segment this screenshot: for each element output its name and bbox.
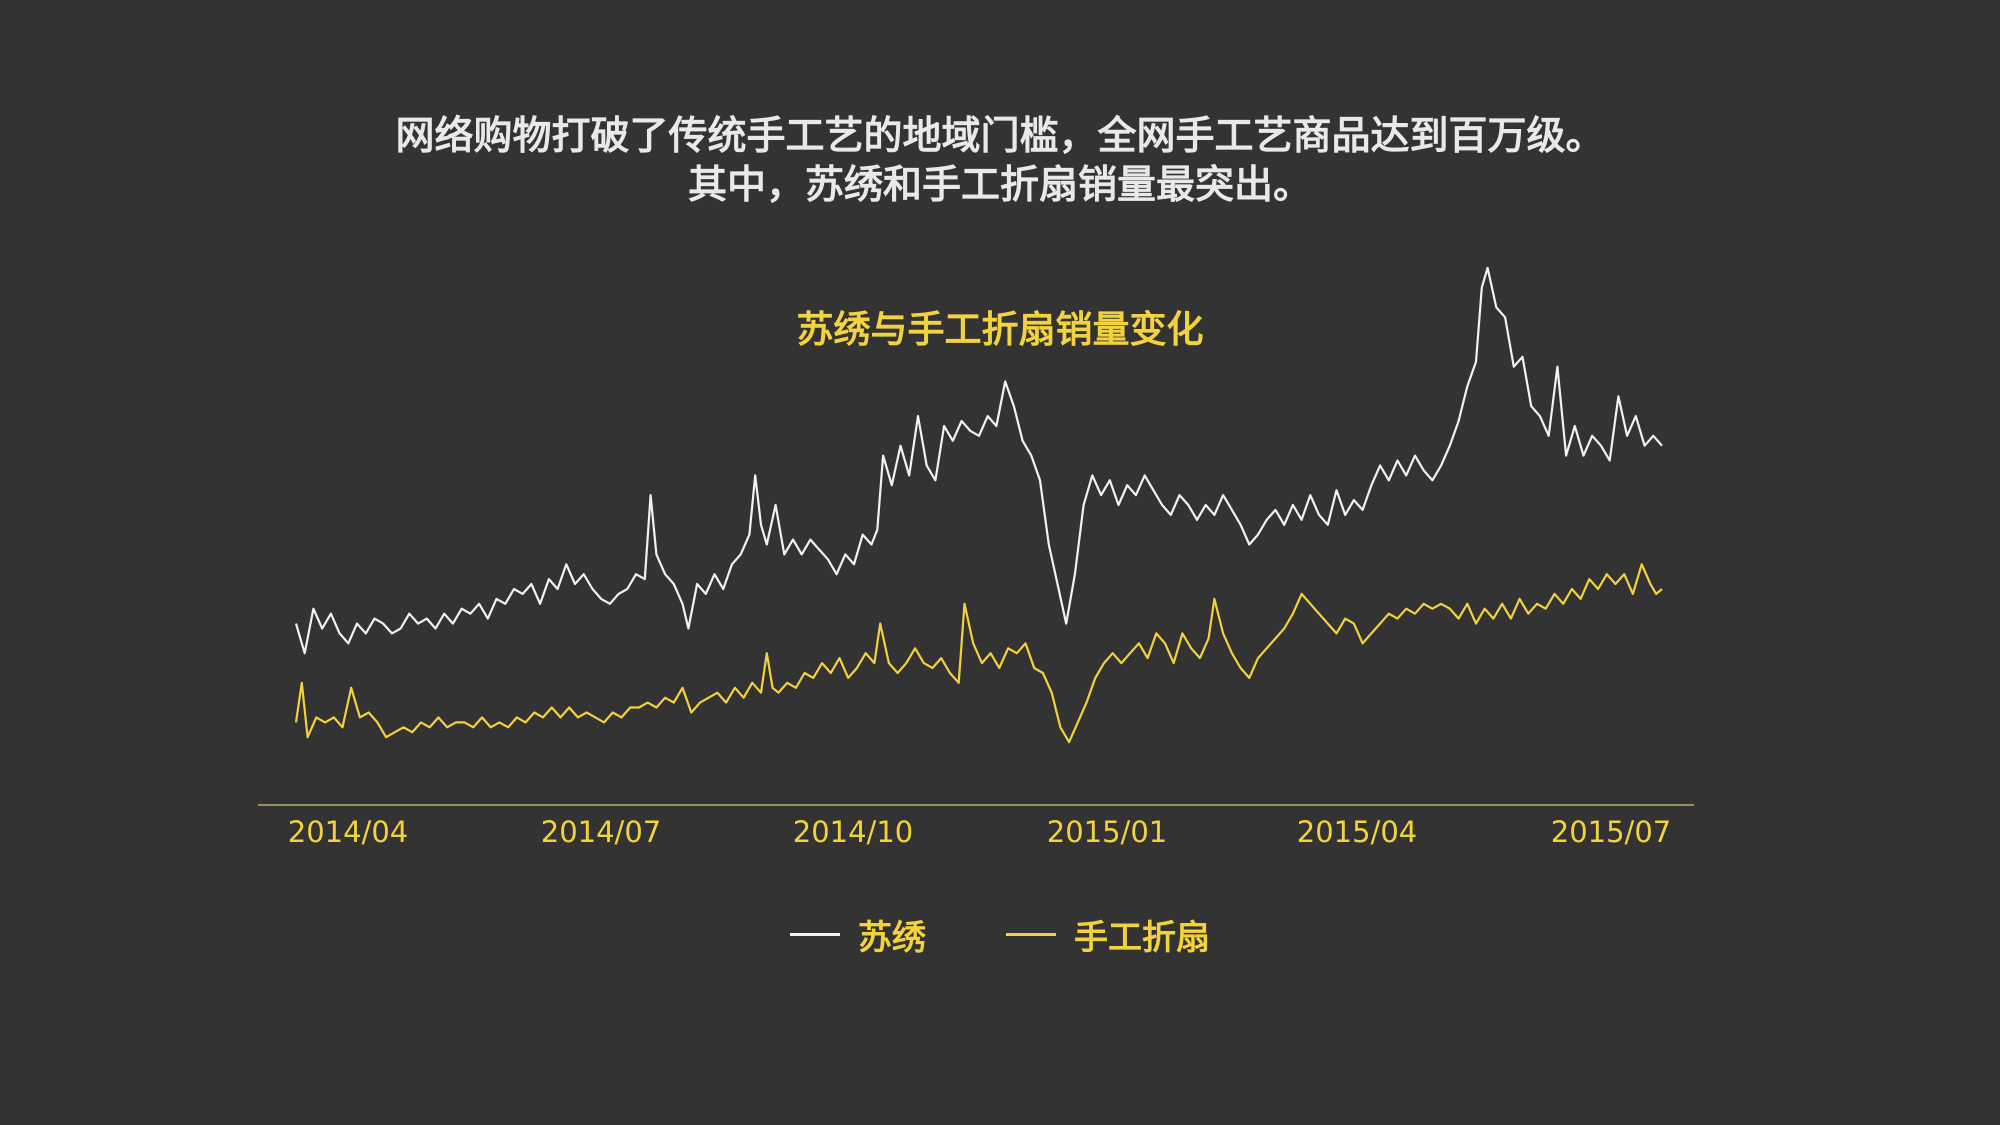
legend-label-shangong-zheshan: 手工折扇 <box>1074 918 1210 958</box>
x-axis-tick-labels: 2014/04 2014/07 2014/10 2015/01 2015/04 2015/… <box>288 815 1671 849</box>
legend-item-shangong-zheshan[interactable]: 手工折扇 <box>1006 910 1210 959</box>
chart-legend: 苏绣 手工折扇 <box>0 910 2000 959</box>
x-tick-label: 2014/07 <box>541 815 661 849</box>
x-tick-label: 2015/04 <box>1297 815 1417 849</box>
series-layer <box>294 266 1663 744</box>
x-tick-label: 2015/01 <box>1047 815 1167 849</box>
x-tick-label: 2014/04 <box>288 815 408 849</box>
x-tick-label: 2014/10 <box>793 815 913 849</box>
headline: 网络购物打破了传统手工艺的地域门槛，全网手工艺商品达到百万级。 其中，苏绣和手工… <box>0 112 2000 210</box>
legend-label-suxiu: 苏绣 <box>858 918 926 958</box>
legend-item-suxiu[interactable]: 苏绣 <box>790 910 926 959</box>
chart-title: 苏绣与手工折扇销量变化 <box>797 308 1204 351</box>
headline-line-2: 其中，苏绣和手工折扇销量最突出。 <box>687 163 1312 208</box>
headline-line-1: 网络购物打破了传统手工艺的地域门槛，全网手工艺商品达到百万级。 <box>395 114 1605 159</box>
legend-swatch-suxiu <box>790 933 840 936</box>
series-line-shangong-zheshan <box>294 563 1663 744</box>
series-line-suxiu <box>294 266 1663 655</box>
legend-swatch-shangong-zheshan <box>1006 933 1056 936</box>
x-tick-label: 2015/07 <box>1551 815 1671 849</box>
